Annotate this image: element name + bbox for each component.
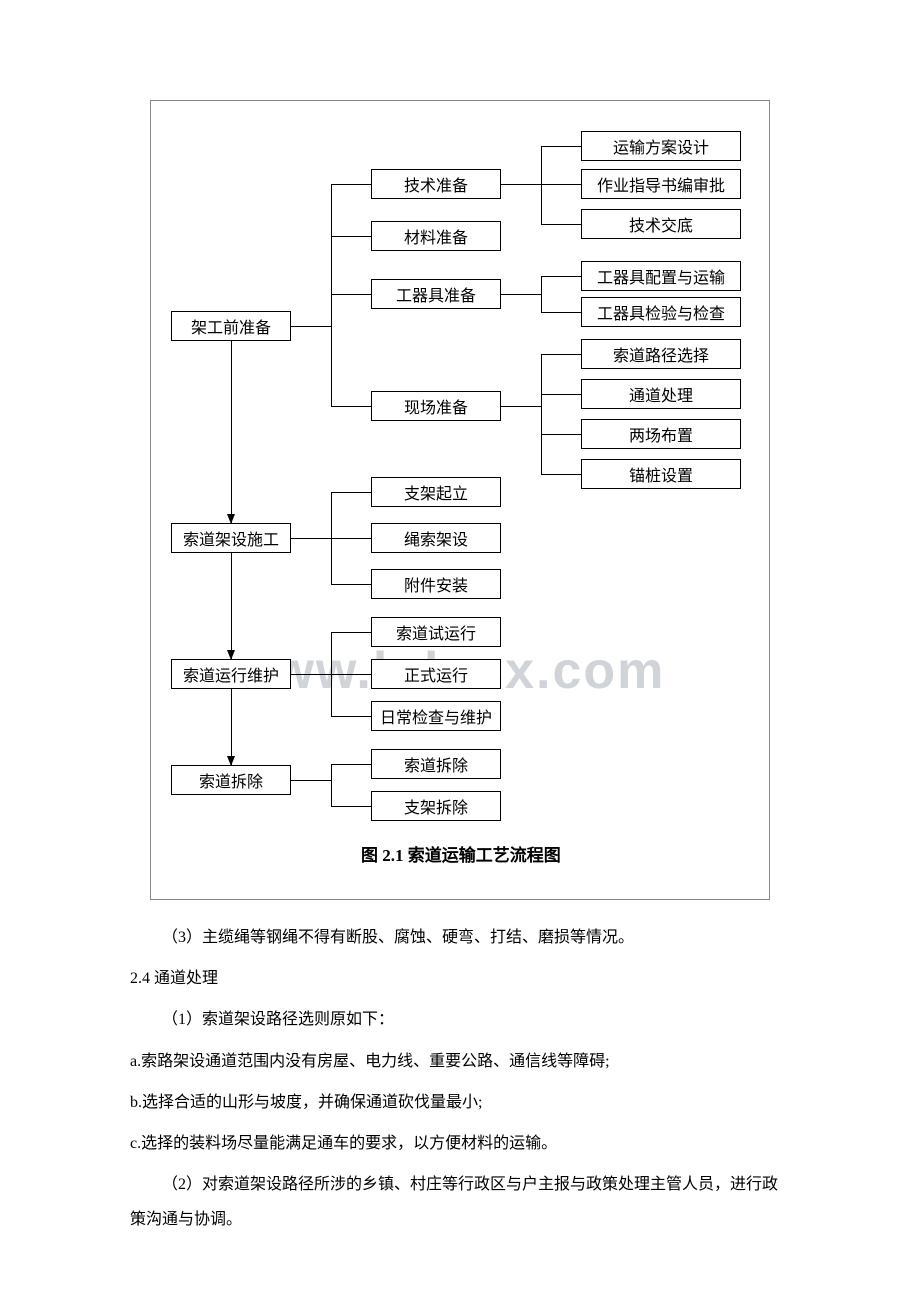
connector-line [541,434,581,435]
connector-line [541,146,542,224]
connector-line [541,312,581,313]
paragraph: （1）索道架设路径选则原如下： [130,1002,790,1037]
connector-line [291,674,331,675]
node-support: 支架起立 [371,477,501,507]
connector-line [331,716,371,717]
connector-line [541,276,542,312]
node-rope: 绳索架设 [371,523,501,553]
node-attach: 附件安装 [371,569,501,599]
node-path: 索道路径选择 [581,339,741,369]
connector-line [331,236,371,237]
node-tool_cfg: 工器具配置与运输 [581,261,741,291]
connector-line [331,538,371,539]
connector-line [541,276,581,277]
connector-line [331,632,371,633]
connector-line [331,584,371,585]
connector-arrow [231,341,232,523]
connector-line [541,474,581,475]
connector-line [331,674,371,675]
node-channel: 通道处理 [581,379,741,409]
list-item: b.选择合适的山形与坡度，并确保通道砍伐量最小; [130,1085,790,1120]
connector-line [291,538,331,539]
node-tech_prep: 技术准备 [371,169,501,199]
figure-caption: 图 2.1 索道运输工艺流程图 [361,841,561,866]
node-remove: 索道拆除 [171,765,291,795]
connector-arrow [231,689,232,765]
connector-line [541,354,581,355]
connector-line [331,806,371,807]
node-guide: 作业指导书编审批 [581,169,741,199]
connector-line [331,184,371,185]
node-construct: 索道架设施工 [171,523,291,553]
node-layout: 两场布置 [581,419,741,449]
connector-line [541,224,581,225]
node-trial: 索道试运行 [371,617,501,647]
node-tool_check: 工器具检验与检查 [581,297,741,327]
node-prep: 架工前准备 [171,311,291,341]
section-heading: 2.4 通道处理 [130,961,790,996]
connector-line [501,294,541,295]
connector-line [501,406,541,407]
node-rm_rope: 索道拆除 [371,749,501,779]
connector-line [541,354,542,474]
connector-arrow [231,553,232,659]
paragraph: （2）对索道架设路径所涉的乡镇、村庄等行政区与户主报与政策处理主管人员，进行政策… [130,1167,790,1237]
connector-line [331,294,371,295]
node-plan: 运输方案设计 [581,131,741,161]
node-anchor: 锚桩设置 [581,459,741,489]
flowchart-diagram: www.bdocx.com架工前准备索道架设施工索道运行维护索道拆除技术准备材料… [150,100,770,900]
connector-line [541,146,581,147]
connector-line [331,764,371,765]
connector-line [291,326,331,327]
document-body: （3）主缆绳等钢绳不得有断股、腐蚀、硬弯、打结、磨损等情况。 2.4 通道处理 … [130,920,790,1238]
node-rm_support: 支架拆除 [371,791,501,821]
connector-line [331,492,371,493]
list-item: a.索路架设通道范围内没有房屋、电力线、重要公路、通信线等障碍; [130,1044,790,1079]
connector-line [291,780,331,781]
list-item: c.选择的装料场尽量能满足通车的要求，以方便材料的运输。 [130,1126,790,1161]
connector-line [331,184,332,406]
connector-line [541,184,581,185]
node-daily: 日常检查与维护 [371,701,501,731]
paragraph: （3）主缆绳等钢绳不得有断股、腐蚀、硬弯、打结、磨损等情况。 [130,920,790,955]
connector-line [541,394,581,395]
node-tool_prep: 工器具准备 [371,279,501,309]
node-site_prep: 现场准备 [371,391,501,421]
node-mat_prep: 材料准备 [371,221,501,251]
connector-line [331,764,332,806]
connector-line [331,406,371,407]
connector-line [501,184,541,185]
node-run: 正式运行 [371,659,501,689]
node-maintain: 索道运行维护 [171,659,291,689]
node-brief: 技术交底 [581,209,741,239]
